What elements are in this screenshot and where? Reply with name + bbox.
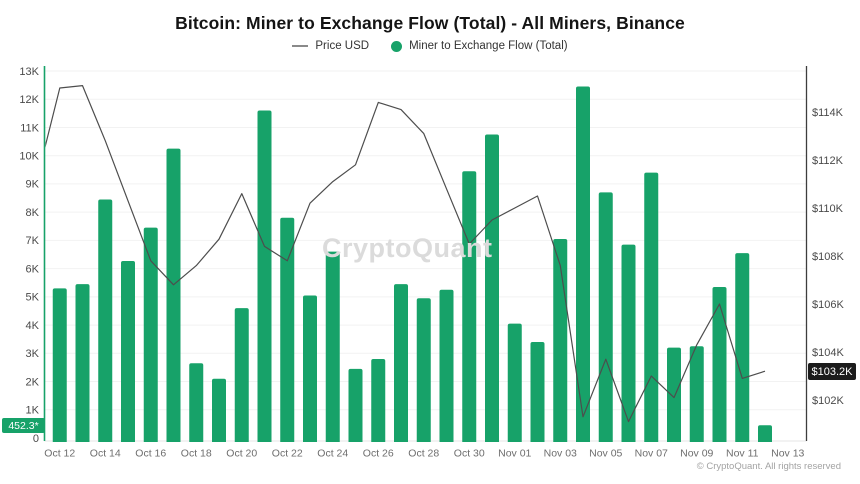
flow-bar[interactable] [735, 253, 750, 442]
y-axis-left-tick-label: 11K [20, 122, 39, 134]
flow-bar[interactable] [371, 358, 386, 442]
flow-bar[interactable] [621, 244, 636, 442]
x-axis-tick-label: Oct 26 [363, 448, 394, 460]
x-axis-tick-label: Oct 28 [408, 448, 439, 460]
flow-bar[interactable] [644, 172, 659, 442]
copyright-notice: © CryptoQuant. All rights reserved [696, 461, 841, 472]
flow-bar[interactable] [75, 284, 90, 442]
flow-bar[interactable] [348, 368, 363, 442]
flow-bar[interactable] [416, 298, 431, 442]
x-axis-tick-label: Oct 24 [317, 448, 348, 460]
flow-bar[interactable] [530, 342, 545, 442]
y-axis-left-tick-label: 4K [26, 320, 40, 332]
chart-legend: Price USD Miner to Exchange Flow (Total) [0, 40, 860, 52]
x-axis-tick-label: Nov 11 [726, 448, 759, 460]
flow-bar[interactable] [166, 148, 181, 442]
y-axis-right-tick-label: $112K [812, 155, 844, 167]
y-axis-left-tick-label: 13K [19, 66, 39, 78]
x-axis-tick-label: Nov 09 [680, 448, 713, 460]
legend-price-label: Price USD [315, 40, 370, 52]
flow-bar[interactable] [121, 260, 135, 442]
y-axis-left-tick-label: 12K [19, 94, 39, 106]
y-axis-left-tick-label: 6K [26, 263, 40, 275]
flow-bar[interactable] [212, 378, 226, 442]
x-axis-tick-label: Oct 22 [272, 448, 303, 460]
y-axis-right-tick-label: $108K [812, 251, 844, 263]
flow-bar[interactable] [485, 134, 499, 442]
flow-bar[interactable] [143, 227, 158, 442]
x-axis-tick-label: Nov 01 [498, 448, 531, 460]
x-axis-tick-label: Oct 12 [44, 448, 75, 460]
x-axis-tick-label: Nov 07 [635, 448, 668, 460]
x-axis-tick-label: Nov 05 [589, 448, 622, 460]
flow-bar[interactable] [712, 286, 727, 442]
flow-bar[interactable] [439, 289, 454, 442]
flow-bar[interactable] [667, 347, 681, 442]
flow-bar[interactable] [758, 425, 772, 442]
y-axis-right-tick-label: $114K [812, 107, 844, 119]
flow-bar[interactable] [689, 346, 704, 442]
flow-bar[interactable] [189, 363, 204, 442]
y-axis-left-tick-label: 3K [26, 348, 40, 360]
legend-item-flow[interactable]: Miner to Exchange Flow (Total) [391, 40, 568, 52]
flow-dot-marker-icon [391, 40, 403, 52]
flow-bar[interactable] [52, 288, 67, 442]
flow-bar[interactable] [257, 110, 272, 443]
y-axis-right-tick-label: $110K [812, 203, 844, 215]
flow-bar[interactable] [98, 199, 113, 442]
flow-bar[interactable] [576, 86, 590, 442]
y-axis-left-tick-label: 7K [26, 235, 40, 247]
flow-bar[interactable] [303, 295, 317, 442]
flow-bar[interactable] [394, 284, 408, 442]
x-axis-tick-label: Nov 03 [544, 448, 577, 460]
flow-bar[interactable] [325, 251, 340, 442]
y-axis-left-tick-label: 8K [26, 207, 40, 219]
flow-bar[interactable] [462, 171, 477, 442]
x-axis-tick-label: Oct 16 [135, 448, 166, 460]
price-line-marker-icon [292, 45, 309, 47]
flow-bar[interactable] [553, 238, 568, 442]
y-axis-left-tick-label: 0 [33, 433, 39, 445]
y-axis-left-tick-label: 5K [26, 292, 40, 304]
price-line[interactable] [37, 84, 766, 423]
flow-bar[interactable] [507, 323, 522, 442]
legend-item-price[interactable]: Price USD [292, 40, 369, 52]
y-axis-left-tick-label: 10K [19, 151, 39, 163]
y-axis-right-tick-label: $102K [812, 395, 844, 407]
y-axis-left-tick-label: 1K [26, 405, 40, 417]
y-axis-right-tick-label: $104K [812, 347, 844, 359]
x-axis-tick-label: Oct 14 [90, 448, 121, 460]
y-axis-left-tick-label: 9K [26, 179, 40, 191]
flow-latest-value-badge: 452.3* [2, 418, 45, 433]
y-axis-left-tick-label: 2K [26, 376, 40, 388]
legend-flow-label: Miner to Exchange Flow (Total) [409, 40, 568, 52]
flow-bar[interactable] [234, 308, 249, 442]
chart-title: Bitcoin: Miner to Exchange Flow (Total) … [175, 13, 685, 33]
flow-bar[interactable] [280, 217, 295, 442]
x-axis-tick-label: Oct 30 [454, 448, 485, 460]
x-axis-tick-label: Nov 13 [771, 448, 804, 460]
price-latest-value-badge: $103.2K [808, 363, 856, 380]
x-axis-tick-label: Oct 18 [181, 448, 212, 460]
y-axis-right-tick-label: $106K [812, 299, 844, 311]
flow-bar[interactable] [598, 192, 613, 442]
x-axis-tick-label: Oct 20 [226, 448, 257, 460]
